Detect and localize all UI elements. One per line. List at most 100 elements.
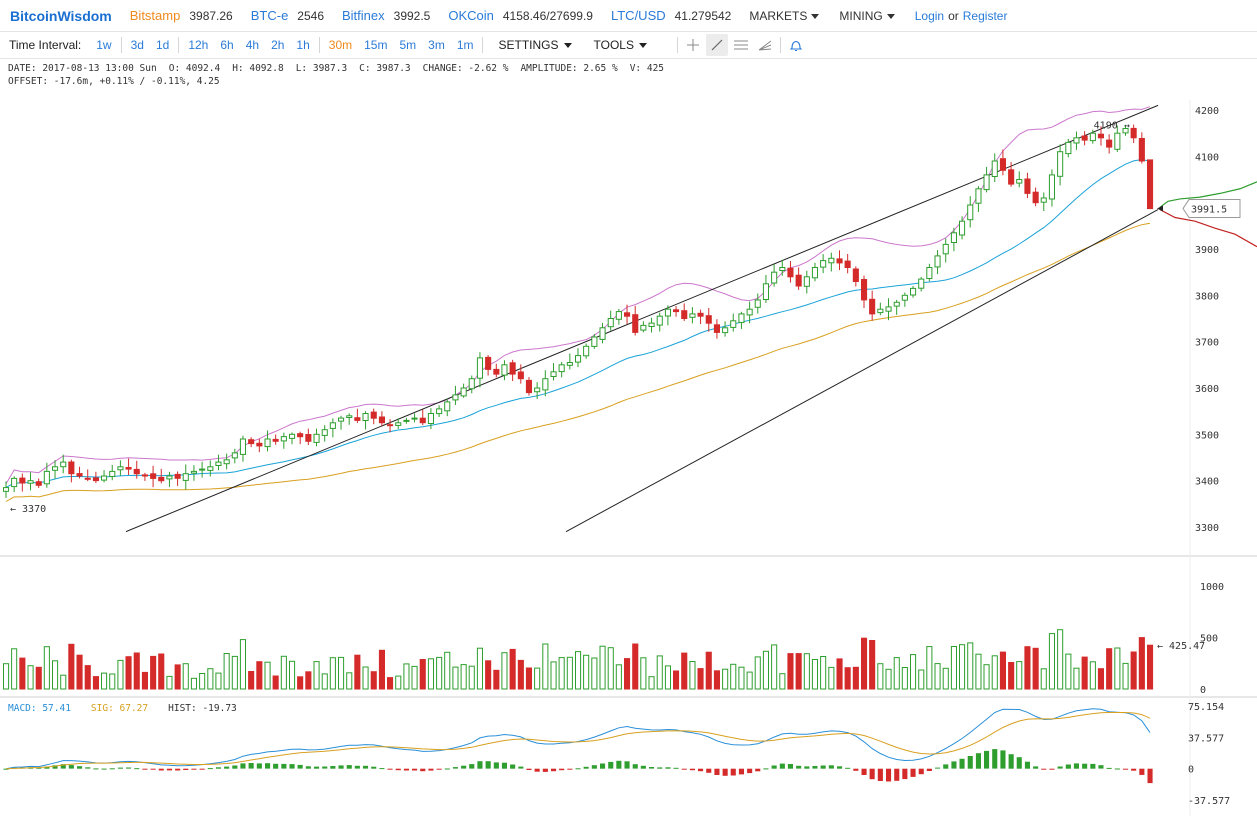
volume-bar [901,667,908,690]
candle-body [190,470,197,474]
exchange-ltcusd[interactable]: LTC/USD 41.279542 [611,8,731,23]
candle [101,470,108,483]
mining-menu[interactable]: MINING [839,9,895,23]
volume-bar [1106,648,1113,690]
volume-bar [239,639,246,690]
candle-body [1032,191,1039,204]
divider [779,37,781,53]
exchange-name[interactable]: BTC-e [250,8,289,23]
interval-3d[interactable]: 3d [130,38,144,52]
macd-histogram-bar [338,765,344,769]
macd-histogram-bar [689,768,695,771]
macd-histogram-bar [804,766,810,769]
current-price-tag: 3991.5 [1182,199,1241,219]
candle-body [722,327,729,334]
volume-bar [411,665,418,690]
interval-1d[interactable]: 1d [155,38,170,52]
interval-1h[interactable]: 1h [296,38,310,52]
volume-bar [575,651,582,690]
register-link[interactable]: Register [962,8,1008,23]
macd-histogram-bar [412,768,418,771]
macd-tick-label: -37.577 [1188,796,1230,807]
bid-depth-line [1159,181,1257,208]
volume-bar [967,642,974,690]
interval-2h[interactable]: 2h [271,38,285,52]
exchange-btce[interactable]: BTC-e 2546 [251,8,324,23]
lower-trendline [565,209,1159,533]
exchange-price: 2546 [297,8,324,23]
candle [1122,124,1129,136]
candle [885,298,892,321]
interval-5m[interactable]: 5m [399,38,417,52]
candle [109,464,116,481]
exchange-name[interactable]: OKCoin [448,8,494,23]
candle [1024,172,1031,199]
tools-dropdown[interactable]: TOOLS [582,38,657,52]
candle-body [321,429,328,436]
fan-tool-icon[interactable] [754,34,776,56]
exchange-name[interactable]: Bitstamp [129,8,181,23]
macd-tick-label: 37.577 [1188,733,1224,744]
interval-6h[interactable]: 6h [220,38,234,52]
macd-histogram-bar [518,766,524,769]
volume-bar [125,656,132,690]
exchange-bitfinex[interactable]: Bitfinex 3992.5 [342,8,430,23]
candle [485,355,492,376]
volume-bar [534,667,541,690]
volume-bar [52,660,59,690]
top-bar: BitcoinWisdom Bitstamp 3987.26 BTC-e 2546 … [0,0,1257,32]
candle-body [1089,132,1096,142]
interval-1w[interactable]: 1w [96,38,112,52]
candle-body [92,477,100,482]
candle [828,252,835,272]
candle [852,266,859,287]
exchange-okcoin[interactable]: OKCoin 4158.46/27699.9 [448,8,593,23]
candle [713,319,721,339]
macd-histogram-bar [395,768,401,771]
volume-bar [485,660,492,690]
candle-body [754,299,761,308]
crosshair-icon[interactable] [682,34,704,56]
macd-histogram-bar [305,766,311,769]
interval-3m[interactable]: 3m [428,38,445,52]
volume-bar [199,673,206,690]
login-link[interactable]: Login [914,8,945,23]
interval-30m[interactable]: 30m [328,38,353,52]
chevron-down-icon [563,43,572,49]
exchange-name[interactable]: LTC/USD [610,8,666,23]
volume-tick-label: 500 [1200,634,1218,645]
candle [697,309,704,325]
volume-bar [991,655,998,690]
ohlc-info: DATE: 2017-08-13 13:00 Sun O: 4092.4 H: 40… [8,62,676,88]
candle-body [934,255,941,268]
candle [722,321,729,337]
exchange-bitstamp[interactable]: Bitstamp 3987.26 [130,8,233,23]
volume-bar [542,643,549,690]
interval-15m[interactable]: 15m [364,38,388,52]
candle-body [1008,169,1015,185]
interval-1m[interactable]: 1m [456,38,474,52]
macd-histogram-bar [175,768,181,771]
markets-menu[interactable]: MARKETS [749,9,820,23]
brand-logo[interactable]: BitcoinWisdom [10,7,112,24]
candle [501,360,508,381]
trendline-tool-icon[interactable] [705,34,728,56]
interval-12h[interactable]: 12h [188,38,209,52]
volume-bar [223,653,230,690]
candle [190,465,197,481]
candle [444,398,451,417]
info-date: DATE: 2017-08-13 13:00 Sun [8,63,157,74]
interval-4h[interactable]: 4h [245,38,260,52]
macd-histogram-bar [1131,768,1137,771]
fibonacci-tool-icon[interactable] [730,34,752,56]
candle [901,292,908,307]
settings-dropdown[interactable]: SETTINGS [486,38,581,52]
macd-histogram-bar [542,768,548,772]
candle [738,311,745,330]
exchange-name[interactable]: Bitfinex [342,8,385,23]
candle [387,419,394,433]
candle [1114,125,1121,152]
bell-icon[interactable] [785,34,807,56]
candle-body [3,487,10,492]
